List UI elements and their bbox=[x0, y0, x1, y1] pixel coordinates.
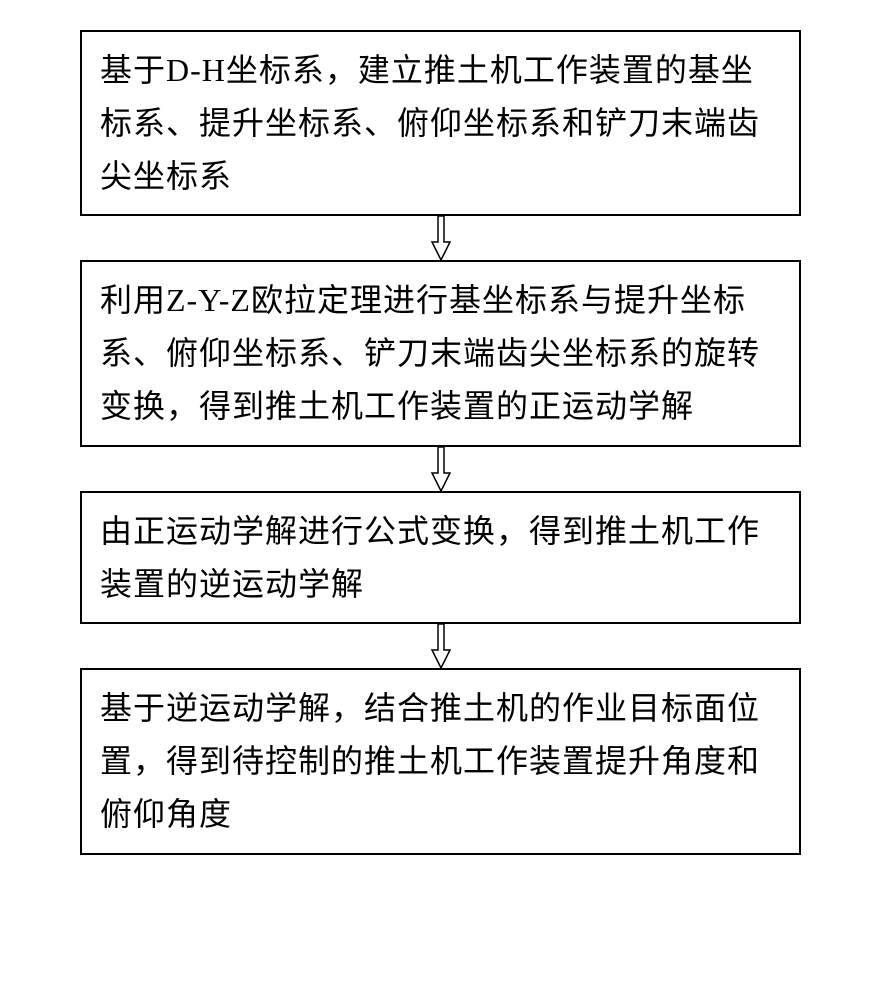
arrow-down-icon bbox=[430, 624, 452, 668]
step-text: 由正运动学解进行公式变换，得到推土机工作装置的逆运动学解 bbox=[100, 505, 781, 611]
arrow-down-icon bbox=[430, 447, 452, 491]
step-text: 基于D-H坐标系，建立推土机工作装置的基坐标系、提升坐标系、俯仰坐标系和铲刀末端… bbox=[100, 44, 781, 202]
flowchart-step-3: 由正运动学解进行公式变换，得到推土机工作装置的逆运动学解 bbox=[80, 491, 801, 625]
flowchart-step-4: 基于逆运动学解，结合推土机的作业目标面位置，得到待控制的推土机工作装置提升角度和… bbox=[80, 668, 801, 854]
arrow-down-icon bbox=[430, 216, 452, 260]
flowchart-container: 基于D-H坐标系，建立推土机工作装置的基坐标系、提升坐标系、俯仰坐标系和铲刀末端… bbox=[80, 30, 801, 855]
step-text: 基于逆运动学解，结合推土机的作业目标面位置，得到待控制的推土机工作装置提升角度和… bbox=[100, 682, 781, 840]
flowchart-step-2: 利用Z-Y-Z欧拉定理进行基坐标系与提升坐标系、俯仰坐标系、铲刀末端齿尖坐标系的… bbox=[80, 260, 801, 446]
step-text: 利用Z-Y-Z欧拉定理进行基坐标系与提升坐标系、俯仰坐标系、铲刀末端齿尖坐标系的… bbox=[100, 274, 781, 432]
flowchart-step-1: 基于D-H坐标系，建立推土机工作装置的基坐标系、提升坐标系、俯仰坐标系和铲刀末端… bbox=[80, 30, 801, 216]
